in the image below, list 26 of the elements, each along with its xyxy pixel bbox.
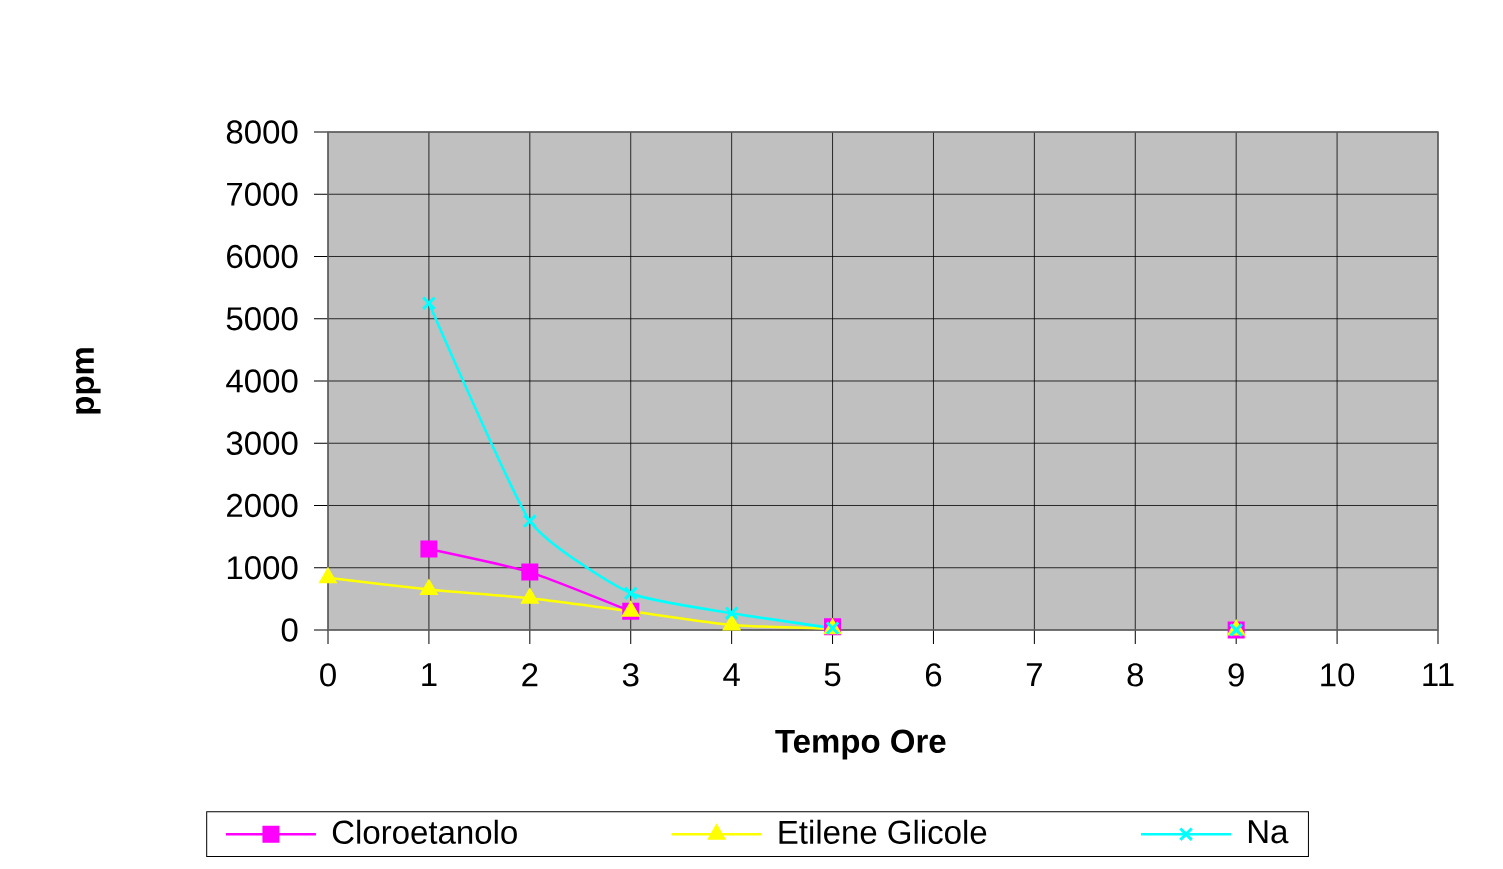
- y-tick-label: 2000: [227, 493, 298, 518]
- x-tick-label: 3: [622, 663, 639, 687]
- legend-label: Etilene Glicole: [779, 819, 987, 844]
- x-tick-label: 1: [422, 663, 437, 686]
- x-tick-label: 6: [925, 663, 942, 687]
- x-tick-label: 9: [1228, 663, 1244, 687]
- x-tick-label: 8: [1127, 663, 1144, 687]
- x-tick-label: 11: [1423, 663, 1454, 686]
- y-tick-label: 0: [281, 618, 298, 642]
- y-tick-label: 1000: [227, 556, 298, 580]
- legend-label: Cloroetanolo: [332, 819, 517, 844]
- legend-label: Na: [1248, 820, 1289, 844]
- x-tick-label: 0: [320, 663, 336, 687]
- y-tick-label: 5000: [226, 307, 298, 331]
- y-axis-title: ppm: [75, 348, 101, 414]
- y-tick-label: 7000: [227, 182, 298, 206]
- x-tick-label: 2: [522, 663, 538, 687]
- y-tick-label: 8000: [226, 120, 298, 144]
- x-tick-label: 7: [1026, 663, 1042, 686]
- x-tick-label: 4: [723, 663, 740, 686]
- x-axis-title: Tempo Ore: [775, 729, 946, 760]
- x-tick-label: 5: [824, 663, 841, 687]
- y-tick-label: 3000: [226, 431, 298, 455]
- y-tick-label: 6000: [227, 244, 298, 269]
- x-tick-label: 10: [1321, 663, 1355, 687]
- y-tick-label: 4000: [226, 369, 298, 393]
